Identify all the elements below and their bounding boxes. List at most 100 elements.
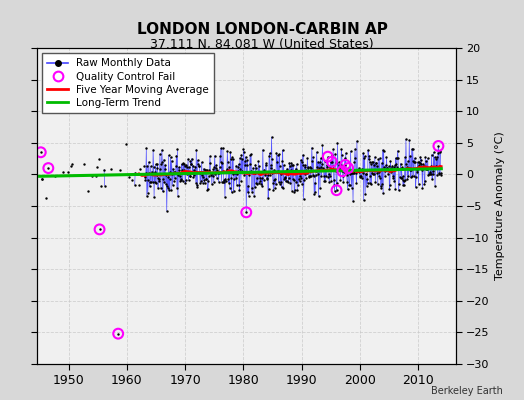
Point: [185, 164, 193, 170]
Point: [245, 172, 254, 179]
Point: [322, 173, 331, 180]
Point: [190, 172, 199, 178]
Point: [402, 164, 411, 170]
Point: [431, 182, 439, 189]
Point: [271, 185, 279, 191]
Point: [424, 172, 432, 178]
Point: [233, 171, 241, 177]
Point: [337, 146, 345, 152]
Point: [312, 149, 321, 155]
Point: [321, 158, 329, 165]
Point: [244, 189, 252, 196]
Point: [237, 152, 246, 158]
Point: [319, 165, 328, 171]
Point: [408, 146, 416, 152]
Point: [428, 152, 436, 158]
Point: [208, 181, 216, 188]
Point: [269, 187, 278, 193]
Point: [391, 186, 399, 192]
Point: [321, 178, 330, 184]
Point: [429, 171, 437, 177]
Point: [377, 184, 385, 191]
Point: [191, 163, 200, 170]
Point: [159, 176, 168, 183]
Point: [274, 168, 282, 174]
Point: [399, 177, 408, 183]
Point: [385, 163, 393, 169]
Point: [229, 155, 237, 162]
Point: [193, 184, 201, 190]
Point: [234, 164, 242, 170]
Point: [310, 172, 318, 179]
Point: [288, 162, 297, 168]
Point: [436, 148, 444, 154]
Point: [281, 178, 290, 185]
Point: [288, 187, 296, 194]
Point: [130, 181, 139, 188]
Point: [215, 170, 223, 176]
Point: [210, 164, 219, 170]
Point: [187, 158, 195, 164]
Point: [314, 193, 323, 199]
Point: [282, 178, 291, 184]
Point: [278, 147, 287, 153]
Point: [232, 174, 240, 181]
Point: [246, 168, 255, 175]
Point: [254, 170, 262, 176]
Point: [362, 171, 370, 178]
Point: [355, 169, 364, 175]
Point: [289, 176, 297, 182]
Point: [410, 159, 418, 165]
Point: [292, 161, 301, 167]
Point: [313, 164, 321, 170]
Point: [347, 184, 356, 191]
Point: [331, 150, 339, 157]
Point: [165, 187, 173, 193]
Point: [356, 174, 364, 180]
Point: [63, 169, 72, 175]
Point: [167, 157, 176, 164]
Point: [270, 177, 279, 184]
Point: [270, 166, 278, 173]
Point: [192, 180, 200, 186]
Point: [336, 165, 344, 171]
Point: [360, 154, 368, 161]
Point: [200, 165, 208, 172]
Point: [38, 176, 46, 182]
Point: [59, 169, 67, 175]
Point: [211, 152, 219, 159]
Point: [433, 154, 441, 160]
Point: [272, 150, 280, 156]
Point: [268, 170, 277, 176]
Point: [154, 175, 162, 181]
Point: [307, 173, 315, 179]
Point: [398, 175, 406, 181]
Point: [372, 160, 380, 166]
Point: [224, 176, 233, 182]
Point: [184, 156, 192, 162]
Point: [429, 149, 438, 156]
Point: [95, 156, 103, 162]
Point: [208, 170, 216, 176]
Point: [246, 152, 254, 158]
Point: [402, 136, 410, 143]
Point: [386, 158, 395, 164]
Point: [374, 181, 382, 187]
Point: [236, 155, 244, 161]
Point: [396, 174, 404, 180]
Point: [268, 156, 276, 162]
Point: [223, 148, 232, 155]
Point: [292, 178, 300, 185]
Point: [334, 166, 343, 173]
Point: [300, 177, 308, 184]
Point: [114, 330, 123, 337]
Point: [376, 183, 385, 189]
Point: [318, 160, 326, 167]
Point: [435, 149, 444, 156]
Point: [232, 162, 241, 169]
Point: [364, 156, 373, 163]
Point: [373, 163, 381, 170]
Point: [107, 166, 116, 172]
Point: [196, 180, 204, 187]
Point: [135, 182, 143, 188]
